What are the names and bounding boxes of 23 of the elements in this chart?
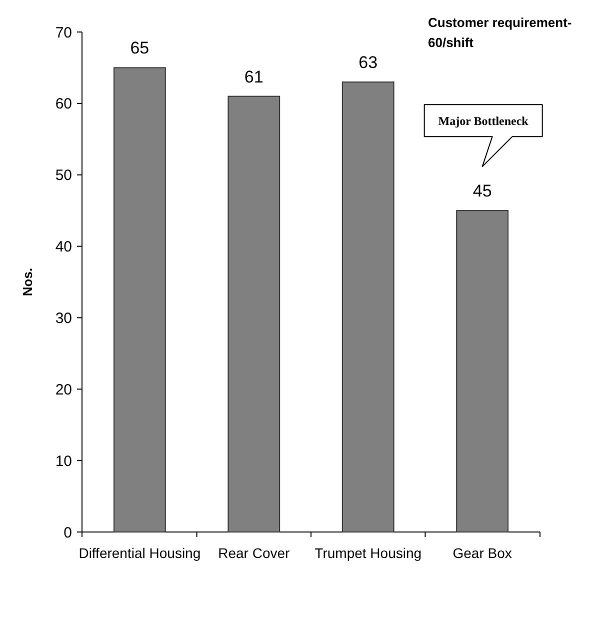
x-tick-label: Gear Box xyxy=(452,545,512,561)
y-tick-label: 70 xyxy=(55,24,72,42)
data-label: 65 xyxy=(130,38,150,58)
bar xyxy=(228,96,280,532)
y-tick-label: 50 xyxy=(55,167,72,184)
data-label: 63 xyxy=(358,53,378,72)
x-tick-label: Trumpet Housing xyxy=(314,545,422,561)
y-tick-label: 10 xyxy=(55,452,72,470)
bar xyxy=(456,210,509,532)
y-tick-label: 20 xyxy=(55,381,72,398)
x-tick-label: Rear Cover xyxy=(218,545,290,561)
y-tick-label: 60 xyxy=(55,96,72,113)
bar xyxy=(113,67,166,532)
y-axis-title: Nos. xyxy=(20,268,35,296)
data-label: 45 xyxy=(472,182,492,201)
data-label: 61 xyxy=(244,67,264,86)
y-tick-label: 30 xyxy=(55,310,72,327)
annotation: Major Bottleneck xyxy=(438,114,529,128)
y-tick-label: 40 xyxy=(55,238,72,256)
annotation: Customer requirement- 60/shift xyxy=(428,15,572,50)
x-tick-label: Differential Housing xyxy=(78,545,201,561)
y-tick-label: 0 xyxy=(64,524,72,542)
bar xyxy=(342,82,394,532)
